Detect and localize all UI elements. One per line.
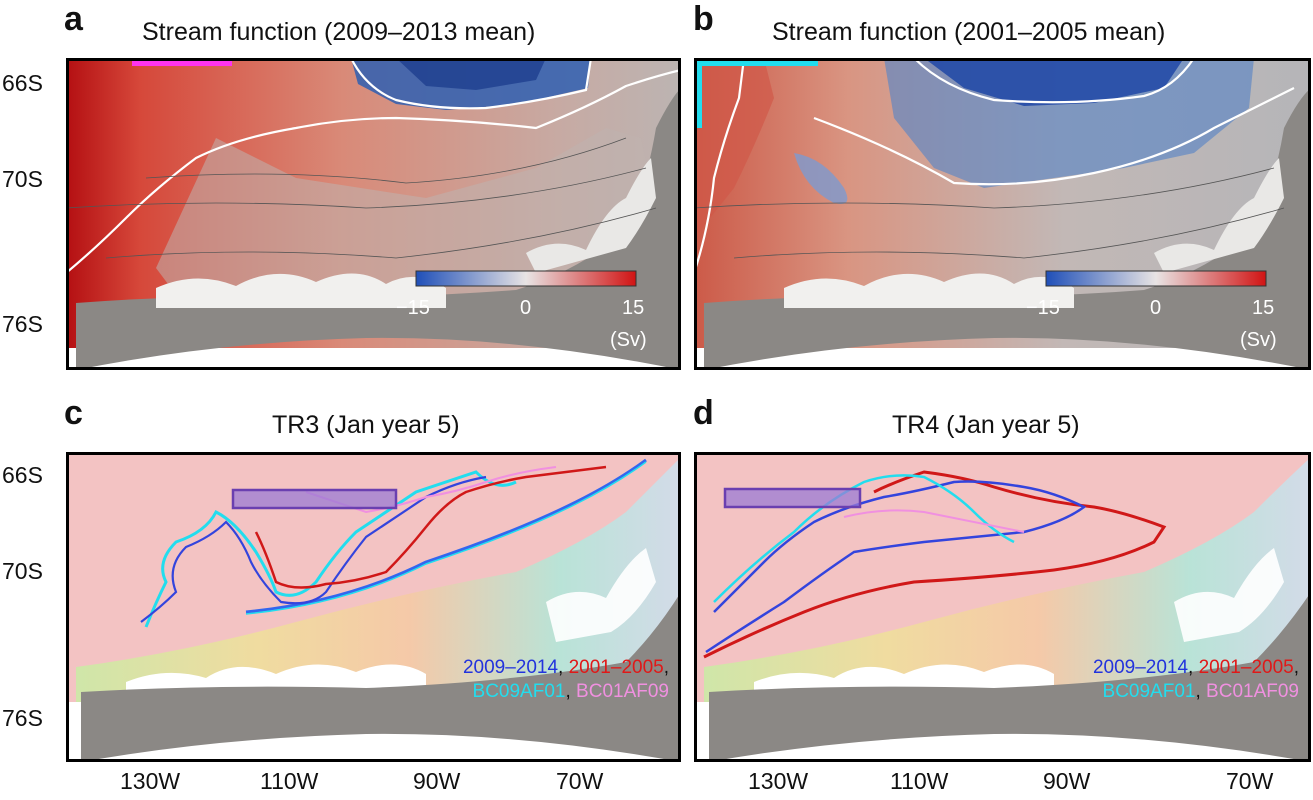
- colorbar-tick-min-b: −15: [1026, 297, 1060, 319]
- trajectory-pink-d: [843, 509, 1025, 533]
- lon-label-110w-left: 110W: [260, 768, 319, 794]
- map-panel-c: 2009–2014, 2001–2005, BC09AF01, BC01AF09: [66, 452, 681, 762]
- legend-entry-bc09af01-d: BC09AF01: [1102, 681, 1196, 702]
- release-box-d: [723, 487, 862, 509]
- panel-letter-a: a: [64, 0, 83, 38]
- lon-label-90w-right: 90W: [1043, 768, 1091, 794]
- lon-label-130w-right: 130W: [748, 768, 809, 794]
- lat-label-70s-bottom: 70S: [2, 558, 43, 584]
- map-panel-d: 2009–2014, 2001–2005, BC09AF01, BC01AF09: [694, 452, 1311, 762]
- legend-entry-bc01af09-d: BC01AF09: [1206, 681, 1299, 702]
- colorbar-b: [1045, 270, 1267, 287]
- colorbar-a: [415, 270, 637, 287]
- legend-entry-bc09af01: BC09AF01: [472, 681, 566, 702]
- lat-label-66s-top: 66S: [2, 70, 43, 96]
- ice-shelf-region-d: [704, 457, 1311, 702]
- legend-entry-bc01af09: BC01AF09: [576, 681, 669, 702]
- colorbar-tick-max-b: 15: [1252, 297, 1275, 319]
- lon-label-110w-right: 110W: [890, 768, 949, 794]
- trajectory-red-d: [703, 470, 1167, 659]
- colorbar-tick-zero-b: 0: [1150, 297, 1162, 319]
- lat-label-70s-top: 70S: [2, 166, 43, 192]
- trajectory-cyan-d: [713, 474, 1015, 603]
- lon-label-70w-right: 70W: [1226, 768, 1274, 794]
- ice-shelf-region-c: [76, 457, 681, 702]
- lat-label-66s-bottom: 66S: [2, 462, 43, 488]
- land-d: [709, 592, 1311, 762]
- legend-c: 2009–2014, 2001–2005, BC09AF01, BC01AF09: [462, 657, 669, 702]
- map-panel-a: −15 0 15 (Sv): [66, 58, 681, 370]
- panel-title-c: TR3 (Jan year 5): [272, 411, 460, 439]
- legend-entry-2009-2014-d: 2009–2014: [1092, 657, 1189, 678]
- panel-title-a: Stream function (2009–2013 mean): [142, 18, 536, 46]
- release-box-c: [231, 488, 398, 510]
- map-panel-b: −15 0 15 (Sv): [694, 58, 1311, 370]
- colorbar-unit-a: (Sv): [610, 329, 647, 351]
- lat-label-76s-bottom: 76S: [2, 705, 43, 731]
- land-c: [81, 592, 681, 762]
- panel-title-b: Stream function (2001–2005 mean): [772, 18, 1166, 46]
- trajectory-red-c: [254, 465, 607, 589]
- colorbar-unit-b: (Sv): [1240, 329, 1277, 351]
- lon-label-90w-left: 90W: [413, 768, 461, 794]
- lat-label-76s-top: 76S: [2, 311, 43, 337]
- legend-entry-2001-2005: 2001–2005: [568, 657, 664, 678]
- panel-title-d: TR4 (Jan year 5): [892, 411, 1080, 439]
- colorbar-tick-min-a: −15: [396, 297, 430, 319]
- legend-entry-2009-2014: 2009–2014: [462, 657, 559, 678]
- panel-letter-c: c: [64, 394, 83, 432]
- release-bar-b: [694, 58, 818, 66]
- colorbar-tick-max-a: 15: [622, 297, 645, 319]
- trajectory-blue-c: [140, 475, 487, 623]
- trajectory-blue-d: [705, 480, 1087, 654]
- colorbar-tick-zero-a: 0: [520, 297, 532, 319]
- lon-label-70w-left: 70W: [556, 768, 604, 794]
- panel-letter-b: b: [693, 0, 714, 38]
- legend-d: 2009–2014, 2001–2005, BC09AF01, BC01AF09: [1092, 657, 1299, 702]
- legend-entry-2001-2005-d: 2001–2005: [1198, 657, 1294, 678]
- release-bar-a: [132, 58, 232, 66]
- trajectory-cyan-c: [144, 470, 517, 628]
- lon-label-130w-left: 130W: [120, 768, 181, 794]
- panel-letter-d: d: [693, 394, 714, 432]
